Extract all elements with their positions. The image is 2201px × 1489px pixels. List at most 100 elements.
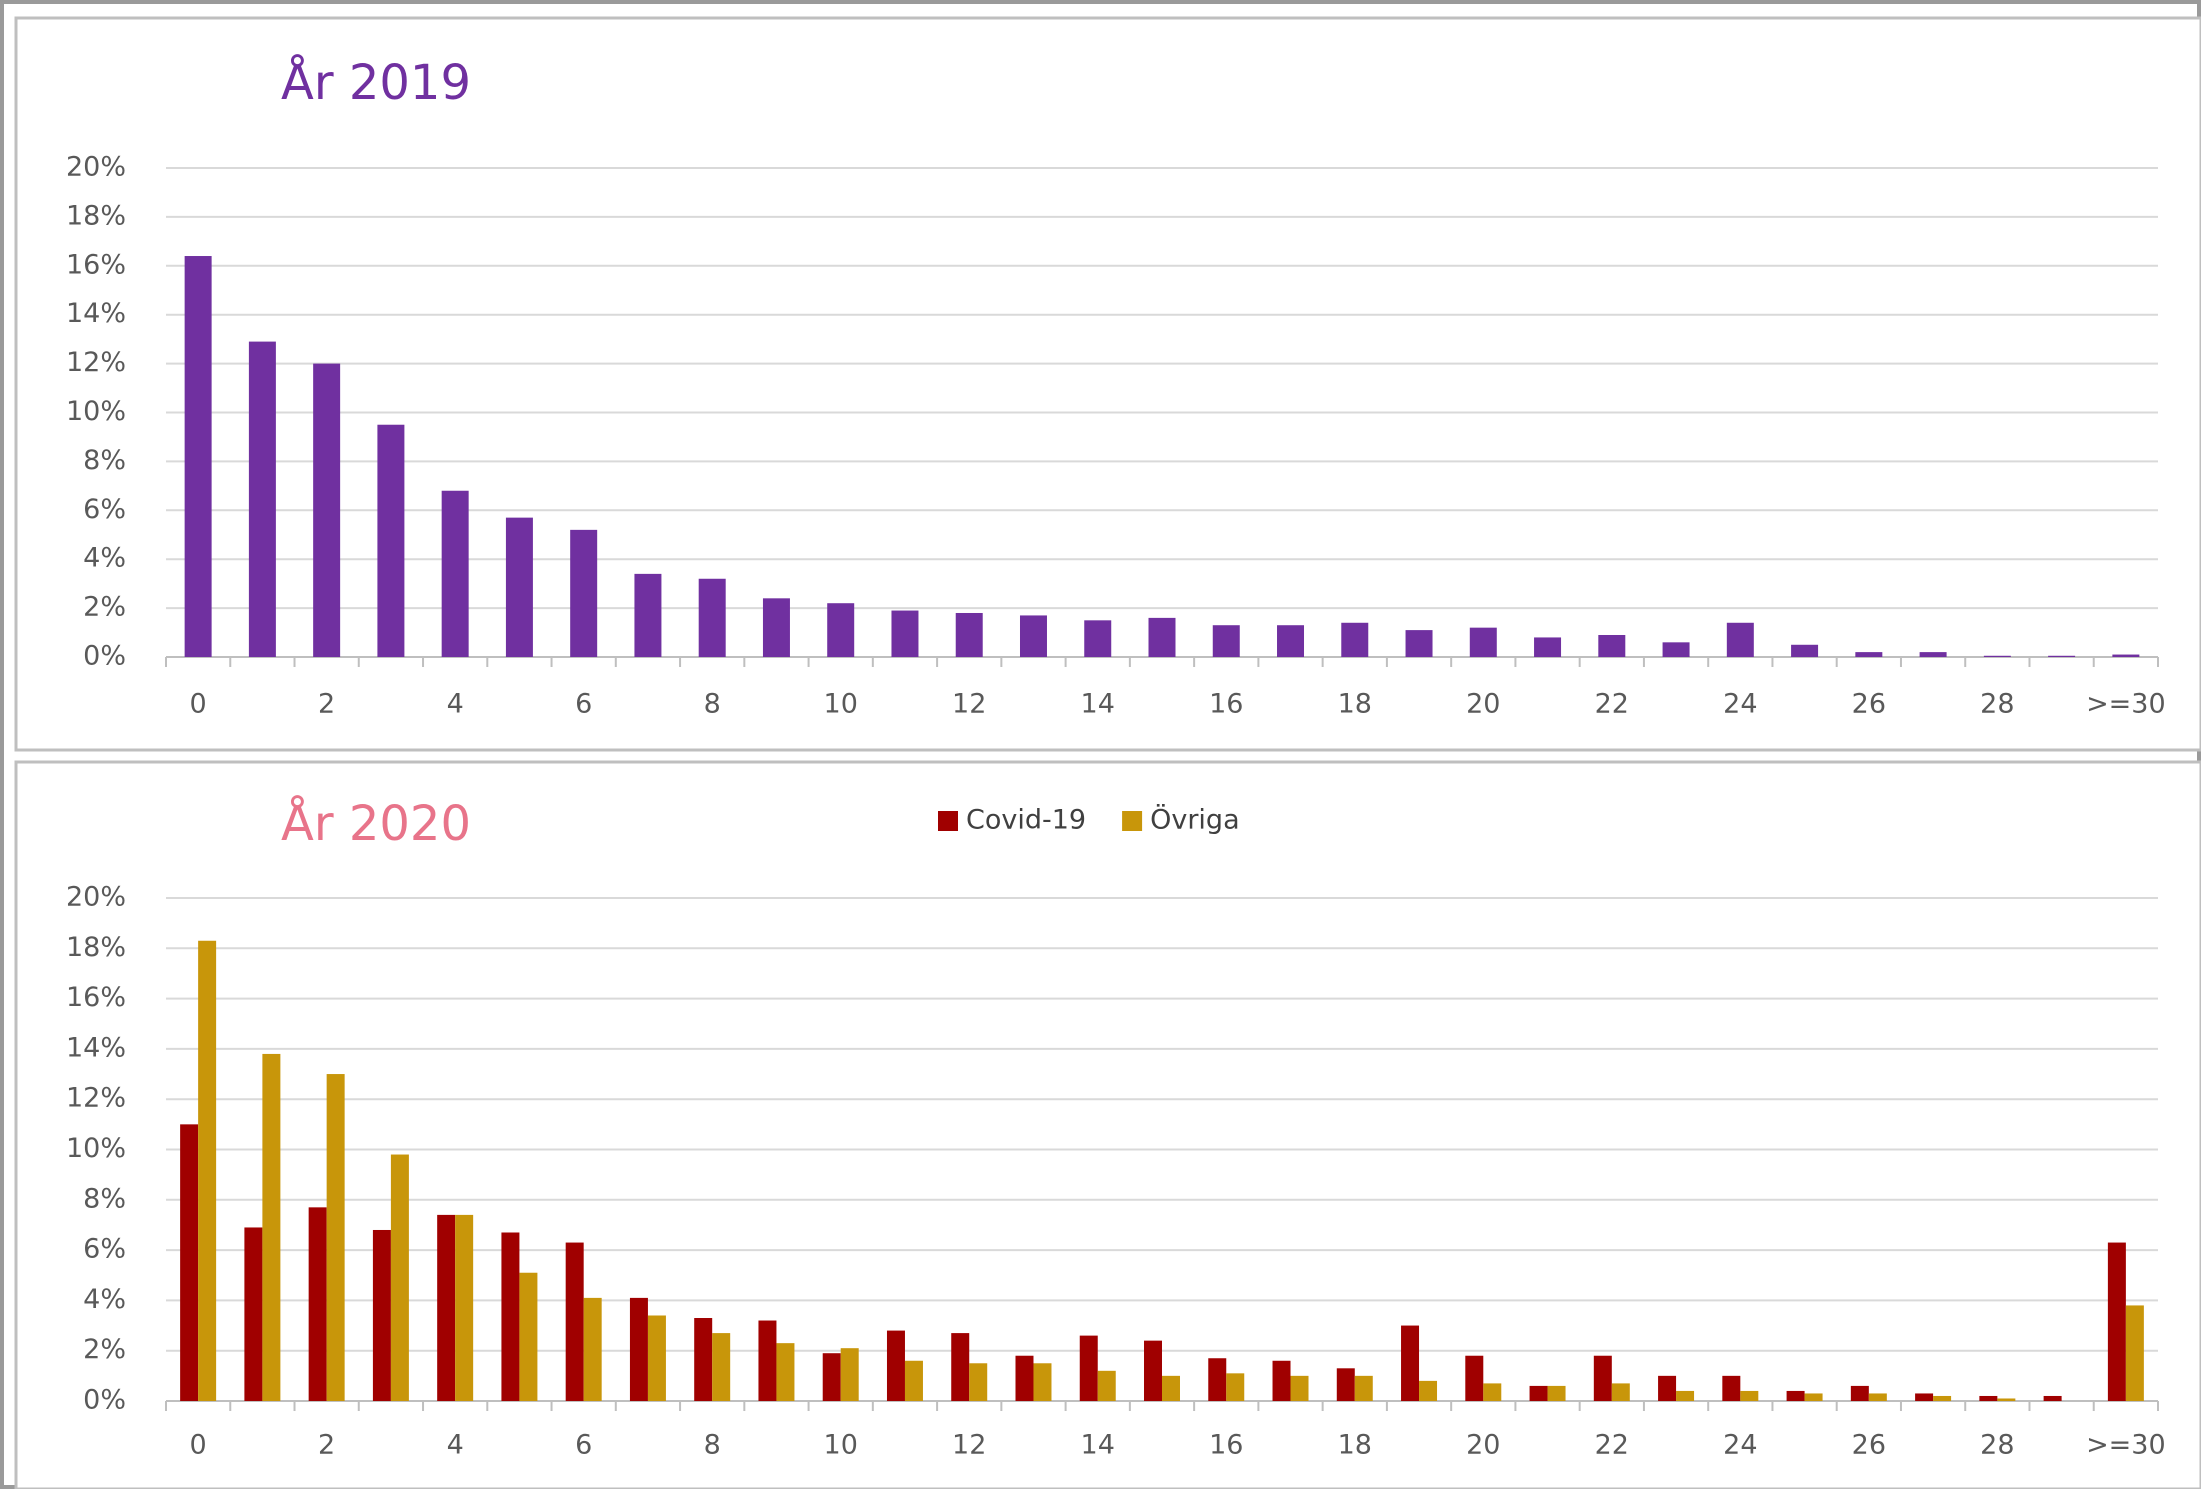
y-tick-label: 4% — [83, 1284, 126, 1315]
bar — [1740, 1390, 1759, 1401]
y-tick-label: 8% — [83, 1183, 126, 1214]
bar — [1662, 642, 1690, 657]
bar — [2043, 1395, 2062, 1401]
bar — [1855, 652, 1883, 657]
bar — [1786, 1390, 1805, 1401]
bar — [955, 612, 983, 657]
bar — [886, 1330, 905, 1401]
bar — [455, 1214, 474, 1401]
y-tick-label: 10% — [66, 1133, 126, 1164]
y-tick-label: 12% — [66, 347, 126, 378]
bar — [519, 1272, 538, 1401]
bar — [891, 610, 919, 657]
bar — [694, 1318, 713, 1401]
y-tick-label: 20% — [66, 882, 126, 913]
legend-swatch — [938, 811, 958, 831]
legend-swatch — [1122, 811, 1143, 831]
chart-title: År 2019 — [281, 54, 471, 111]
bar — [1162, 1375, 1180, 1401]
bar — [1983, 655, 2011, 657]
bar — [647, 1315, 666, 1401]
bar — [313, 363, 341, 657]
x-tick-label: 16 — [1209, 1430, 1243, 1461]
bar — [1019, 615, 1047, 657]
bar — [441, 490, 469, 657]
x-tick-label: 14 — [1081, 689, 1115, 720]
bar — [1534, 637, 1562, 657]
bar — [2048, 655, 2076, 657]
bar — [1419, 1380, 1438, 1401]
chart-title: År 2020 — [281, 795, 471, 852]
bar — [1547, 1385, 1566, 1401]
bar — [1208, 1358, 1227, 1401]
x-tick-label: 6 — [575, 1430, 592, 1461]
x-tick-label: 26 — [1852, 689, 1886, 720]
y-tick-label: 2% — [83, 1334, 126, 1365]
y-tick-label: 0% — [83, 1385, 126, 1416]
bar — [1401, 1325, 1420, 1401]
x-tick-label: 2 — [318, 1430, 335, 1461]
x-tick-label: 22 — [1595, 689, 1629, 720]
x-tick-label: 20 — [1466, 1430, 1500, 1461]
x-tick-label: 4 — [447, 1430, 464, 1461]
bar — [634, 573, 662, 657]
bar — [1791, 644, 1819, 657]
bar — [822, 1353, 841, 1401]
bar — [583, 1297, 602, 1401]
bar — [969, 1363, 988, 1401]
bar — [377, 424, 405, 657]
bar — [505, 517, 533, 657]
bar — [1354, 1375, 1373, 1401]
x-tick-label: 4 — [447, 689, 464, 720]
bar — [1336, 1368, 1355, 1401]
bar — [437, 1214, 456, 1401]
bar — [1919, 652, 1947, 657]
bar — [198, 940, 217, 1401]
bar — [372, 1229, 391, 1401]
bar — [308, 1207, 327, 1401]
bar — [1015, 1355, 1034, 1401]
x-tick-label: >=30 — [2086, 1430, 2166, 1461]
bar — [1144, 1340, 1162, 1401]
x-tick-label: 8 — [704, 1430, 721, 1461]
x-tick-label: 24 — [1723, 1430, 1757, 1461]
bar — [1529, 1385, 1548, 1401]
x-tick-label: 18 — [1338, 689, 1372, 720]
bar — [565, 1242, 584, 1401]
bar — [1226, 1373, 1245, 1401]
y-tick-label: 8% — [83, 445, 126, 476]
y-tick-label: 4% — [83, 543, 126, 574]
bar — [1465, 1355, 1484, 1401]
y-tick-label: 16% — [66, 982, 126, 1013]
bar — [1979, 1395, 1998, 1401]
bar — [1341, 622, 1369, 657]
x-tick-label: 20 — [1466, 689, 1500, 720]
y-tick-label: 12% — [66, 1083, 126, 1114]
x-tick-label: 0 — [190, 1430, 207, 1461]
bar — [1469, 627, 1497, 657]
x-tick-label: 8 — [704, 689, 721, 720]
bar — [698, 578, 726, 657]
bar — [1033, 1363, 1052, 1401]
x-tick-label: 26 — [1852, 1430, 1886, 1461]
x-tick-label: 6 — [575, 689, 592, 720]
bar — [2112, 654, 2140, 657]
bar — [1726, 622, 1754, 657]
legend-label: Övriga — [1150, 804, 1240, 836]
bar — [1868, 1393, 1887, 1401]
y-tick-label: 14% — [66, 1032, 126, 1063]
bar — [1277, 625, 1305, 657]
y-tick-label: 16% — [66, 249, 126, 280]
x-tick-label: 22 — [1595, 1430, 1629, 1461]
x-tick-label: 28 — [1980, 1430, 2014, 1461]
bar — [1593, 1355, 1612, 1401]
bar — [1722, 1375, 1741, 1401]
x-tick-label: 24 — [1723, 689, 1757, 720]
legend-label: Covid-19 — [966, 805, 1086, 836]
bar — [762, 598, 790, 657]
bar — [2125, 1305, 2144, 1401]
bar — [776, 1343, 795, 1401]
bar — [1676, 1390, 1695, 1401]
bar — [827, 603, 855, 657]
